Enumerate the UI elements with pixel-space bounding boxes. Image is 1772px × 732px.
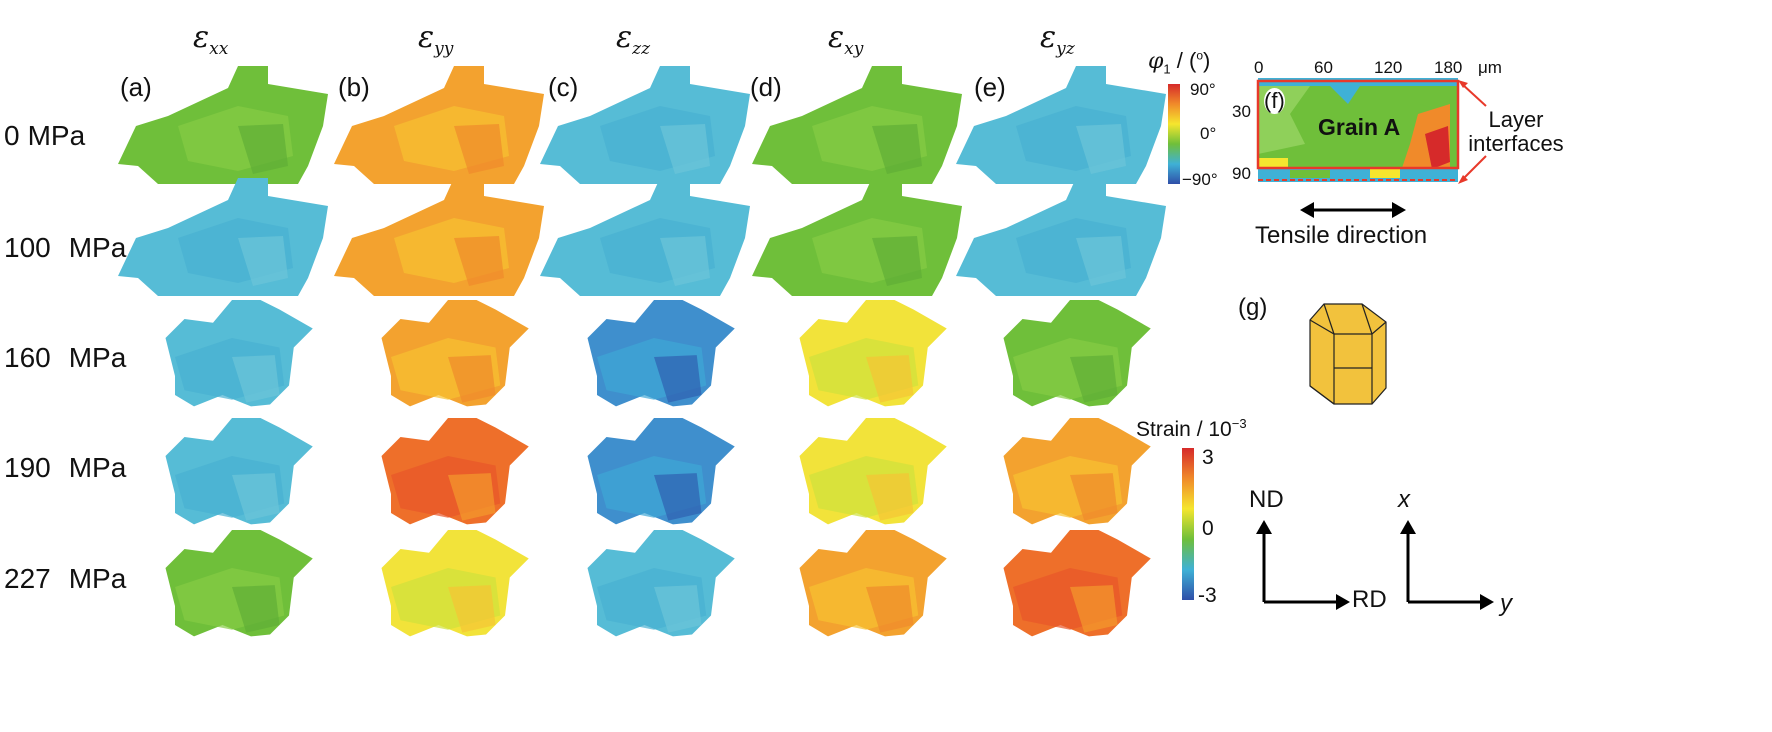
row-label-0: 0 MPa xyxy=(4,120,86,151)
row-label-160: 160 MPa xyxy=(4,342,127,373)
column-title-exx: εxx xyxy=(193,20,229,59)
layer-interfaces-label: Layer interfaces xyxy=(1468,107,1564,157)
strain-map-r3-c1 xyxy=(165,300,313,407)
phi-tick-0: 0° xyxy=(1200,124,1217,143)
row-label-227: 227 MPa xyxy=(4,563,127,594)
axis-label-rd: RD xyxy=(1352,586,1387,613)
strain-tick-minus3: -3 xyxy=(1198,584,1217,607)
axis-label-y: y xyxy=(1500,590,1512,617)
strain-map-r4-c3 xyxy=(587,418,735,525)
crystal-axes xyxy=(1400,520,1494,610)
inset-xtick-180: 180 xyxy=(1434,58,1463,77)
strain-map-r2-c2 xyxy=(334,178,544,296)
row-label-190: 190 MPa xyxy=(4,452,127,483)
hexagonal-crystal-icon xyxy=(1309,303,1387,405)
strain-map-r5-c5 xyxy=(1003,530,1151,637)
tensile-arrow xyxy=(1300,202,1406,218)
strain-map-r4-c1 xyxy=(165,418,313,525)
strain-map-r2-c3 xyxy=(540,178,750,296)
strain-map-r3-c3 xyxy=(587,300,735,407)
strain-tick-3: 3 xyxy=(1202,446,1214,469)
panel-label-e: (e) xyxy=(974,72,1006,102)
sample-axes xyxy=(1256,520,1350,610)
phi-tick-90: 90° xyxy=(1190,80,1216,99)
inset-ytick-30: 30 xyxy=(1232,102,1251,121)
strain-map-r1-c3 xyxy=(540,66,750,184)
strain-map-r1-c2 xyxy=(334,66,544,184)
strain-map-r5-c1 xyxy=(165,530,313,637)
axis-label-nd: ND xyxy=(1249,486,1284,513)
strain-map-r1-c5 xyxy=(956,66,1166,184)
strain-colorbar-title: Strain / 10−3 xyxy=(1136,416,1247,441)
strain-map-r5-c2 xyxy=(381,530,529,637)
strain-map-r2-c1 xyxy=(118,178,328,296)
inset-xtick-60: 60 xyxy=(1314,58,1333,77)
panel-label-c: (c) xyxy=(548,72,579,102)
inset-xtick-0: 0 xyxy=(1254,58,1264,77)
panel-label-g: (g) xyxy=(1238,294,1268,321)
inset-x-unit: μm xyxy=(1478,58,1502,77)
phi-colorbar-title: φ1 / (o) xyxy=(1148,48,1211,77)
strain-map-r2-c4 xyxy=(752,178,962,296)
column-title-eyy: εyy xyxy=(418,20,454,59)
row-label-100: 100 MPa xyxy=(4,232,127,263)
phi-tick-minus90: −90° xyxy=(1182,170,1218,189)
strain-map-r5-c3 xyxy=(587,530,735,637)
panel-label-a: (a) xyxy=(120,72,152,102)
inset-ytick-90: 90 xyxy=(1232,164,1251,183)
strain-map-r4-c5 xyxy=(1003,418,1151,525)
tensile-direction-label: Tensile direction xyxy=(1255,222,1428,249)
strain-map-r3-c5 xyxy=(1003,300,1151,407)
panel-label-b: (b) xyxy=(338,72,370,102)
strain-colorbar xyxy=(1182,448,1194,600)
column-title-exy: εxy xyxy=(828,20,864,59)
strain-map-r5-c4 xyxy=(799,530,947,637)
strain-map-r4-c4 xyxy=(799,418,947,525)
panel-label-f: (f) xyxy=(1264,88,1285,114)
inset-xtick-120: 120 xyxy=(1374,58,1403,77)
strain-map-r3-c2 xyxy=(381,300,529,407)
strain-map-r1-c4 xyxy=(752,66,962,184)
column-title-eyz: εyz xyxy=(1040,20,1075,59)
panel-label-d: (d) xyxy=(750,72,782,102)
strain-tick-0: 0 xyxy=(1202,517,1214,540)
strain-maps-grid xyxy=(118,66,1166,637)
strain-map-r2-c5 xyxy=(956,178,1166,296)
axis-label-x: x xyxy=(1398,486,1410,513)
strain-map-r1-c1 xyxy=(118,66,328,184)
grain-a-label: Grain A xyxy=(1318,114,1401,140)
layer-interface-arrows xyxy=(1458,80,1487,184)
strain-map-r4-c2 xyxy=(381,418,529,525)
phi-colorbar xyxy=(1168,84,1180,184)
strain-map-r3-c4 xyxy=(799,300,947,407)
column-title-ezz: εzz xyxy=(616,20,651,59)
